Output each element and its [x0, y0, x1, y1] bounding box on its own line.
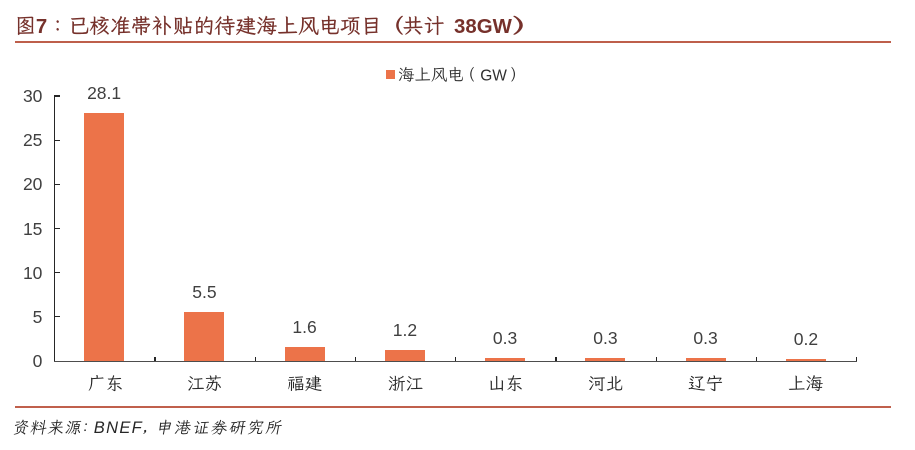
svg-text:38GW: 38GW — [454, 16, 513, 38]
svg-text:GW: GW — [480, 67, 507, 84]
svg-text:7: 7 — [36, 16, 47, 38]
svg-text:BNEF: BNEF — [93, 419, 142, 437]
